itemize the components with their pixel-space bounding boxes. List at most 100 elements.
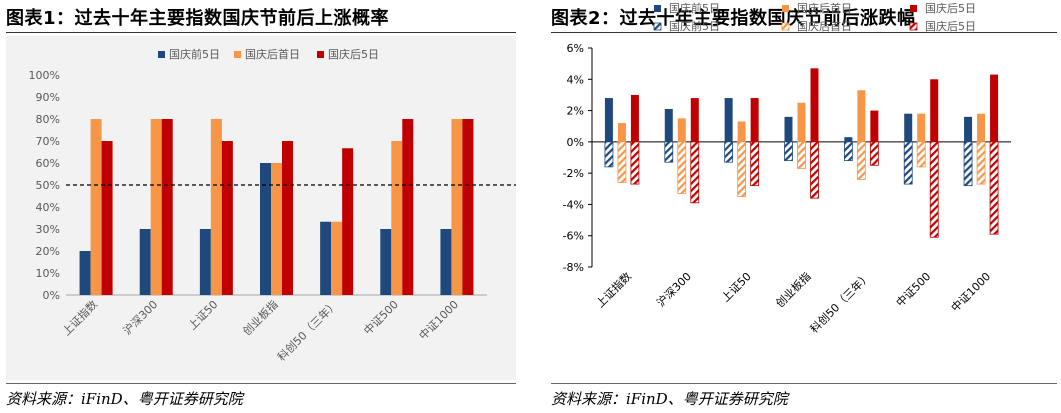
chart1-bar	[440, 229, 452, 295]
chart2-xtick-label: 沪深300	[654, 269, 694, 309]
chart2-bar	[690, 141, 700, 204]
chart2-bar	[810, 141, 819, 199]
chart1-bar	[210, 119, 222, 295]
chart2-legend-swatch	[909, 22, 918, 31]
chart2-bar	[964, 116, 973, 142]
chart1-bar	[90, 119, 102, 295]
chart1-legend-label: 国庆前5日	[169, 47, 220, 61]
chart1-bar	[320, 221, 332, 295]
chart2-legend-label: 国庆后首日	[797, 1, 852, 15]
chart2-ytick-label: 2%	[567, 105, 584, 118]
chart2-ytick-label: -6%	[563, 230, 584, 243]
chart2-legend-swatch	[782, 5, 789, 12]
chart1-bar	[451, 119, 463, 295]
chart1-bar	[271, 163, 282, 295]
chart2-ytick-label: 4%	[567, 73, 584, 86]
chart1-xtick-label: 科创50（三年）	[274, 297, 340, 363]
chart1-source: 资料来源：iFinD、粤开证券研究院	[6, 390, 243, 408]
chart1-bar	[331, 221, 343, 295]
chart2-legend-swatch	[781, 22, 790, 31]
chart2-bar	[784, 141, 793, 162]
chart2-legend-label: 国庆后5日	[925, 19, 976, 33]
chart1-xtick-label: 上证50	[186, 298, 221, 333]
chart2-xtick-label: 上证指数	[593, 269, 634, 310]
chart2-bar	[617, 141, 627, 183]
chart2-legend-swatch	[654, 5, 661, 12]
chart2-bar	[630, 141, 640, 185]
chart2-legend-swatch	[653, 22, 662, 31]
chart1-bar	[260, 163, 271, 295]
chart1-legend-swatch	[317, 51, 324, 58]
chart2-bar	[990, 74, 999, 142]
chart1-legend-label: 国庆后5日	[328, 47, 379, 61]
chart1-bar	[79, 251, 91, 295]
chart2-bar	[810, 68, 819, 142]
chart1-ytick-label: 100%	[29, 69, 60, 82]
chart1-ytick-label: 20%	[36, 245, 60, 258]
chart2-legend-label: 国庆后首日	[797, 19, 852, 33]
chart1-bar	[391, 141, 403, 295]
chart2-bar	[737, 141, 747, 198]
chart1-svg: 国庆前5日 国庆后首日 国庆后5日 0% 10% 20% 30% 40% 50% 60% 70% 80…	[29, 47, 516, 364]
chart1-ytick-label: 70%	[36, 135, 60, 148]
chart2-legend-label: 国庆前5日	[669, 19, 720, 33]
chart2-ytick-label: 0%	[567, 136, 584, 149]
chart2-bar	[843, 141, 853, 162]
chart1-ytick-label: 60%	[36, 157, 60, 170]
chart2-xtick-label: 上证50	[719, 270, 754, 305]
chart2-bar	[750, 141, 760, 187]
chart1-title-rule	[6, 32, 516, 33]
chart2-title-rule	[551, 32, 1057, 33]
chart2-xtick-label: 中证500	[894, 270, 934, 310]
chart2-bar	[977, 113, 986, 142]
chart1-bar	[199, 229, 211, 295]
chart2-bar	[630, 94, 639, 142]
chart2-bar	[677, 141, 687, 194]
chart1-bar	[380, 229, 392, 295]
chart2-bar	[963, 141, 973, 187]
chart1-ytick-label: 0%	[43, 289, 60, 302]
chart2-ytick-label: -8%	[563, 261, 584, 274]
chart1-bar	[402, 119, 414, 295]
chart2-bar	[989, 141, 999, 235]
chart2-bar	[930, 79, 939, 142]
chart1-bar	[161, 119, 173, 295]
chart2-bar	[784, 116, 793, 142]
chart2-bar	[604, 141, 614, 168]
chart1-bar	[282, 141, 293, 295]
chart2-xtick-label: 中证1000	[949, 270, 994, 315]
chart2-ytick-label: -4%	[563, 198, 584, 211]
chart1-bar	[139, 229, 151, 295]
chart2-bar	[750, 98, 759, 142]
chart1-ytick-label: 80%	[36, 113, 60, 126]
chart1-title: 图表1：过去十年主要指数国庆节前后上涨概率	[6, 8, 390, 29]
chart2-bar	[869, 141, 879, 166]
chart2-bar	[976, 141, 986, 185]
chart2-bar	[617, 123, 626, 142]
chart1-legend-swatch	[234, 51, 241, 58]
chart1-ytick-label: 90%	[36, 91, 60, 104]
chart2-bar	[903, 141, 913, 185]
chart2-title: 图表2：过去十年主要指数国庆节前后涨跌幅	[551, 8, 916, 29]
chart1-ytick-label: 30%	[36, 223, 60, 236]
chart1-bar	[462, 119, 474, 295]
chart2-xtick-label: 创业板指	[773, 269, 814, 310]
chart2-legend-label: 国庆前5日	[669, 1, 720, 15]
chart1-source-rule	[6, 383, 516, 384]
chart1-ytick-label: 40%	[36, 201, 60, 214]
chart2-bar	[664, 141, 674, 163]
chart2-bar	[737, 121, 746, 142]
chart2-bar	[856, 141, 866, 180]
chart2-bar	[724, 98, 733, 142]
chart1-bar	[342, 148, 354, 295]
chart1-legend-swatch	[158, 51, 165, 58]
chart2-ytick-label: -2%	[563, 167, 584, 180]
chart2-bar	[677, 118, 686, 142]
chart1-xtick-label: 创业板指	[240, 297, 281, 338]
chart1-xtick-label: 上证指数	[59, 297, 100, 338]
chart2-bar	[664, 109, 673, 142]
chart2-bar	[917, 113, 926, 142]
chart2-bar	[904, 113, 913, 142]
chart1-bar	[150, 119, 162, 295]
